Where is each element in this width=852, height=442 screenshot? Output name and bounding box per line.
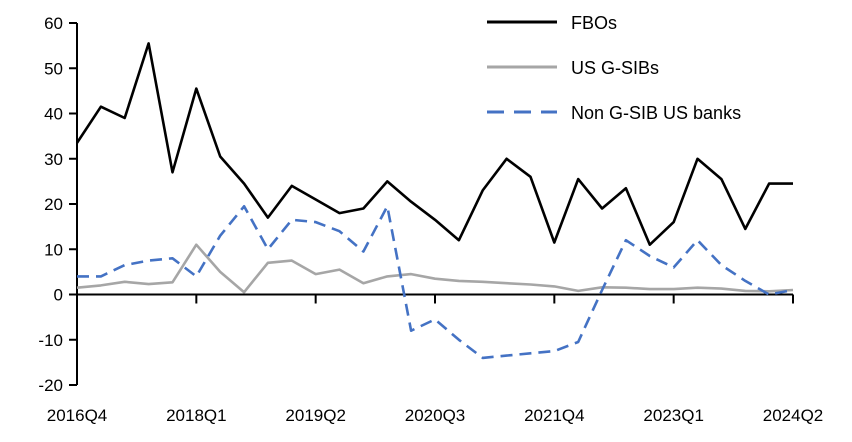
y-tick-label: -20 (38, 376, 63, 395)
y-tick-label: 20 (44, 195, 63, 214)
legend: FBOs US G-SIBs Non G-SIB US banks (487, 13, 741, 123)
y-tick-label: 0 (54, 286, 63, 305)
x-tick-label: 2016Q4 (47, 406, 108, 425)
legend-label-non-g-sib-us-banks: Non G-SIB US banks (571, 103, 741, 123)
axes (76, 23, 793, 385)
y-axis-ticks: 60 50 40 30 20 10 0 -10 -20 (38, 14, 77, 395)
series-line-us-g-sibs (76, 243, 794, 294)
x-tick-label: 2023Q1 (643, 406, 704, 425)
x-axis-ticks: 2016Q4 2018Q1 2019Q2 2020Q3 2021Q4 2023Q1 2024… (47, 294, 824, 425)
y-tick-label: 10 (44, 240, 63, 259)
x-tick-label: 2018Q1 (166, 406, 227, 425)
y-tick-label: 40 (44, 105, 63, 124)
legend-label-fbos: FBOs (571, 13, 617, 33)
legend-item-us-g-sibs: US G-SIBs (487, 58, 659, 78)
x-tick-label: 2020Q3 (405, 406, 466, 425)
y-tick-label: 30 (44, 150, 63, 169)
x-tick-label: 2024Q2 (763, 406, 824, 425)
series-line-non-g-sib-us-banks (77, 205, 794, 360)
x-tick-label: 2019Q2 (285, 406, 346, 425)
legend-item-non-g-sib-us-banks: Non G-SIB US banks (487, 103, 741, 123)
y-tick-label: 50 (44, 59, 63, 78)
y-tick-label: -10 (38, 331, 63, 350)
x-tick-label: 2021Q4 (524, 406, 585, 425)
y-tick-label: 60 (44, 14, 63, 33)
legend-item-fbos: FBOs (487, 13, 617, 33)
legend-label-us-g-sibs: US G-SIBs (571, 58, 659, 78)
series-line-fbos (75, 42, 793, 246)
